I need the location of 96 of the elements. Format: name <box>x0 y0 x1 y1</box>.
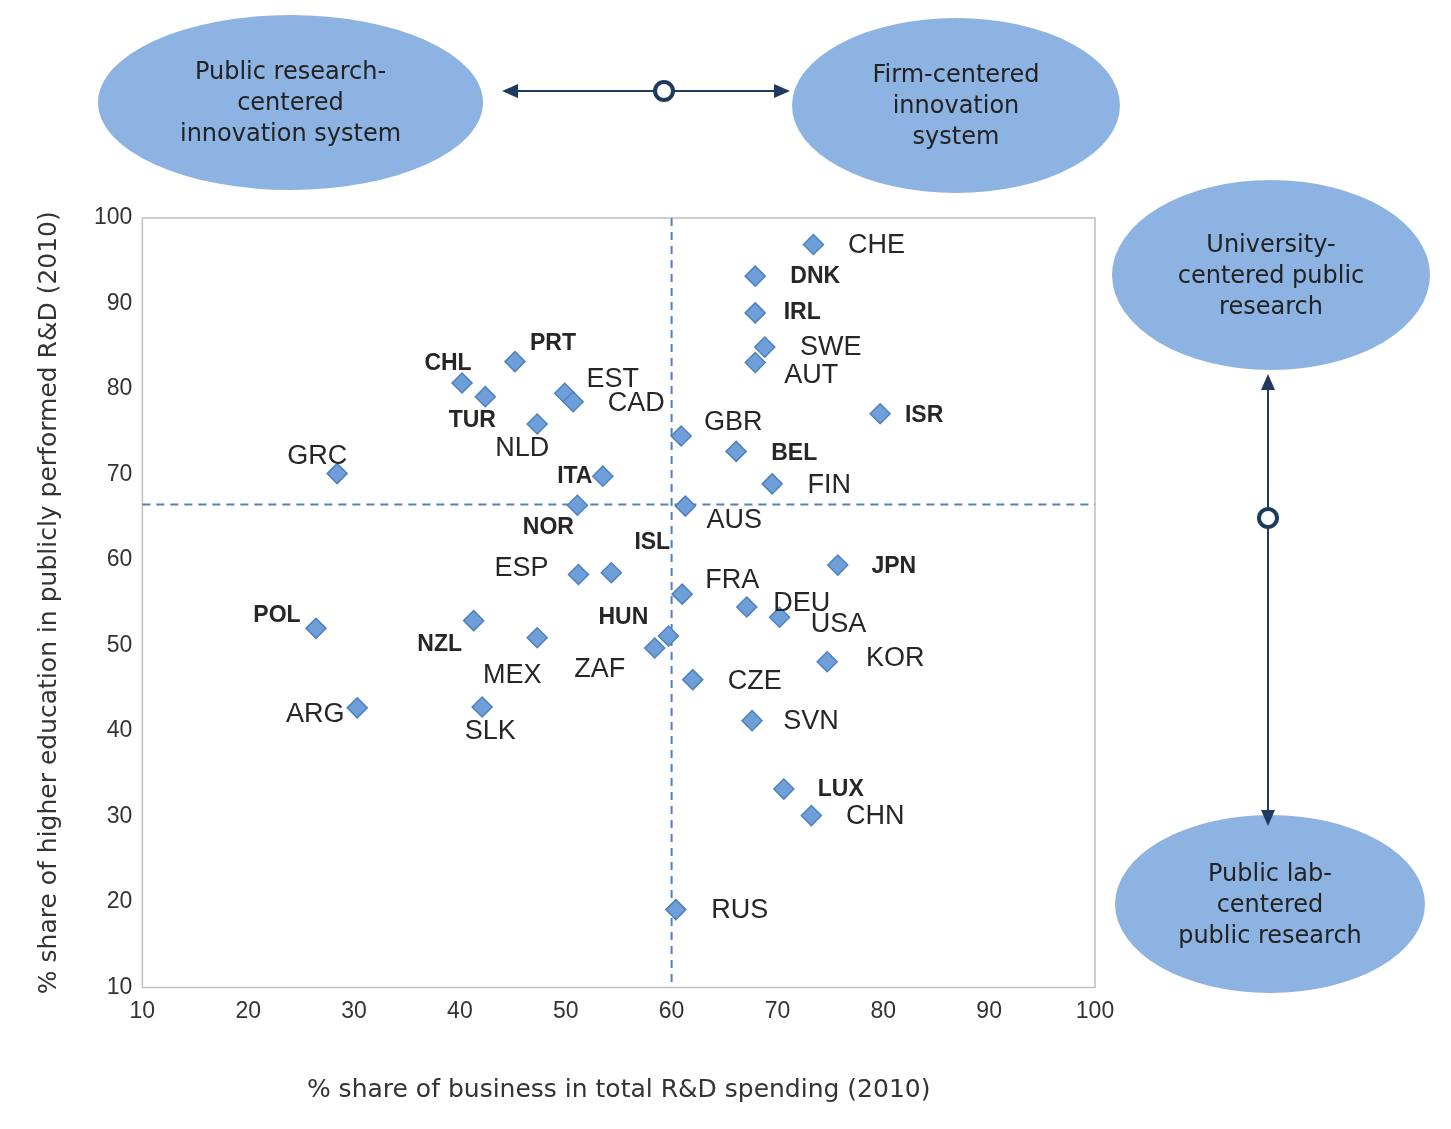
data-label: GBR <box>703 406 763 437</box>
data-label: AUT <box>784 358 839 389</box>
data-label: CZE <box>727 665 782 696</box>
y-tick-label: 70 <box>106 459 133 486</box>
y-tick-label: 100 <box>94 203 133 230</box>
point <box>827 554 849 576</box>
data-label: AUS <box>706 503 763 534</box>
data-label: JPN <box>871 552 917 579</box>
data-label: ISL <box>634 528 671 555</box>
text: Public research-centered innovation system <box>178 56 403 149</box>
data-label: GRC <box>287 440 348 471</box>
data-label: NOR <box>522 512 575 539</box>
x-tick-label: 60 <box>658 996 685 1023</box>
point <box>462 609 485 632</box>
data-label: DNK <box>790 262 841 289</box>
point <box>566 494 589 516</box>
data-label: TUR <box>448 406 497 433</box>
data-label: SLK <box>464 715 516 746</box>
point <box>346 697 368 719</box>
text: Public lab-centered public research <box>1177 857 1363 951</box>
data-label: KOR <box>865 642 925 673</box>
point <box>504 350 526 373</box>
data-label: HUN <box>598 603 649 630</box>
data-label: CHL <box>424 349 472 376</box>
data-label: SVN <box>783 705 839 736</box>
text: University-centered public research <box>1176 228 1366 322</box>
y-tick-label: 40 <box>106 716 133 743</box>
data-label: LUX <box>817 775 865 802</box>
x-tick-label: 10 <box>129 996 156 1023</box>
point <box>802 233 825 256</box>
point <box>567 563 590 586</box>
point <box>741 709 763 732</box>
point <box>816 650 838 673</box>
x-tick-label: 40 <box>447 996 473 1023</box>
data-label: ARG <box>285 698 345 729</box>
x-tick-label: 20 <box>235 996 262 1023</box>
data-label: POL <box>253 600 301 627</box>
point <box>451 372 473 394</box>
data-label: ITA <box>557 461 593 488</box>
point <box>562 391 584 413</box>
data-label: SWE <box>800 330 862 361</box>
point <box>657 625 680 647</box>
data-label: CHE <box>847 228 905 259</box>
point <box>665 898 687 921</box>
point <box>744 265 766 287</box>
data-label: NZL <box>417 630 463 656</box>
point <box>761 473 783 495</box>
y-tick-label: 80 <box>106 374 133 401</box>
y-tick-label: 90 <box>106 288 133 315</box>
y-tick-label: 60 <box>106 545 133 572</box>
y-tick-label: 20 <box>106 887 133 914</box>
point <box>670 425 692 447</box>
x-tick-label: 30 <box>341 996 367 1023</box>
point <box>326 462 348 485</box>
data-label: MEX <box>482 659 542 690</box>
y-tick-label: 50 <box>106 630 133 657</box>
point <box>800 804 823 827</box>
x-tick-label: 80 <box>870 996 897 1023</box>
x-tick-label: 100 <box>1075 996 1115 1023</box>
point <box>671 583 693 605</box>
point <box>526 627 548 649</box>
data-label: NLD <box>495 432 550 463</box>
point <box>744 351 766 374</box>
point <box>592 465 614 487</box>
point <box>471 696 493 718</box>
point <box>869 403 891 425</box>
point <box>725 440 747 463</box>
data-label: BEL <box>771 438 818 465</box>
data-label: ISR <box>904 401 944 428</box>
point <box>674 495 697 517</box>
y-tick-label: 10 <box>106 972 133 999</box>
text: Firm-centered innovation system <box>871 59 1041 152</box>
x-axis-title: % share of business in total R&D spending (2010) <box>306 1073 931 1103</box>
point <box>600 562 623 584</box>
x-tick-label: 90 <box>976 996 1002 1023</box>
point <box>773 778 795 800</box>
point <box>736 596 758 618</box>
y-tick-label: 30 <box>106 801 133 828</box>
data-label: PRT <box>529 328 576 355</box>
y-axis-title: % share of higher education in publicly performed R&D (2010) <box>32 211 62 995</box>
data-label: ESP <box>494 551 549 582</box>
data-label: CHN <box>846 800 905 831</box>
point <box>526 413 548 435</box>
data-label: ZAF <box>574 653 626 684</box>
x-tick-label: 50 <box>552 996 579 1023</box>
x-tick-label: 70 <box>764 996 791 1023</box>
point <box>474 385 497 408</box>
point <box>744 302 766 324</box>
point <box>643 637 666 659</box>
data-label: FIN <box>807 469 851 500</box>
point <box>305 617 327 640</box>
point <box>682 668 704 691</box>
data-label: FRA <box>705 563 760 594</box>
data-label: RUS <box>711 894 769 925</box>
data-label: IRL <box>783 298 821 325</box>
point <box>754 336 776 358</box>
